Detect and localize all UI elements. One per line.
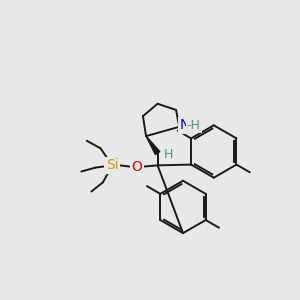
Text: Si: Si — [106, 158, 118, 172]
Text: O: O — [131, 160, 142, 174]
Polygon shape — [146, 136, 160, 155]
Text: -H: -H — [187, 119, 201, 132]
Text: -H: -H — [187, 119, 201, 132]
Text: H: H — [164, 148, 173, 161]
Text: Si: Si — [106, 158, 118, 172]
Text: O: O — [131, 160, 142, 174]
Text: H: H — [164, 148, 173, 161]
Text: N: N — [179, 118, 190, 132]
Text: N: N — [179, 118, 190, 132]
